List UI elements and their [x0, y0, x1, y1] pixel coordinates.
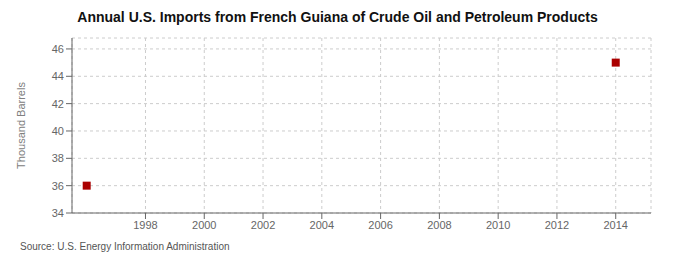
svg-text:42: 42 [52, 98, 64, 110]
svg-text:36: 36 [52, 180, 64, 192]
svg-text:38: 38 [52, 152, 64, 164]
svg-text:2000: 2000 [192, 219, 216, 231]
svg-text:2014: 2014 [603, 219, 627, 231]
svg-text:1998: 1998 [133, 219, 157, 231]
svg-text:2012: 2012 [545, 219, 569, 231]
svg-text:2008: 2008 [427, 219, 451, 231]
html-text:Source: U.S. Energy Informatio: Source: U.S. Energy Information Administ… [20, 241, 230, 252]
svg-text:40: 40 [52, 125, 64, 137]
svg-text:2004: 2004 [310, 219, 334, 231]
svg-text:Thousand Barrels: Thousand Barrels [15, 82, 27, 169]
html-text:Annual U.S. Imports from Frenc: Annual U.S. Imports from French Guiana o… [77, 9, 598, 25]
svg-text:2002: 2002 [251, 219, 275, 231]
svg-text:2010: 2010 [486, 219, 510, 231]
svg-text:44: 44 [52, 70, 64, 82]
svg-text:2006: 2006 [368, 219, 392, 231]
svg-text:46: 46 [52, 43, 64, 55]
svg-text:34: 34 [52, 207, 64, 219]
